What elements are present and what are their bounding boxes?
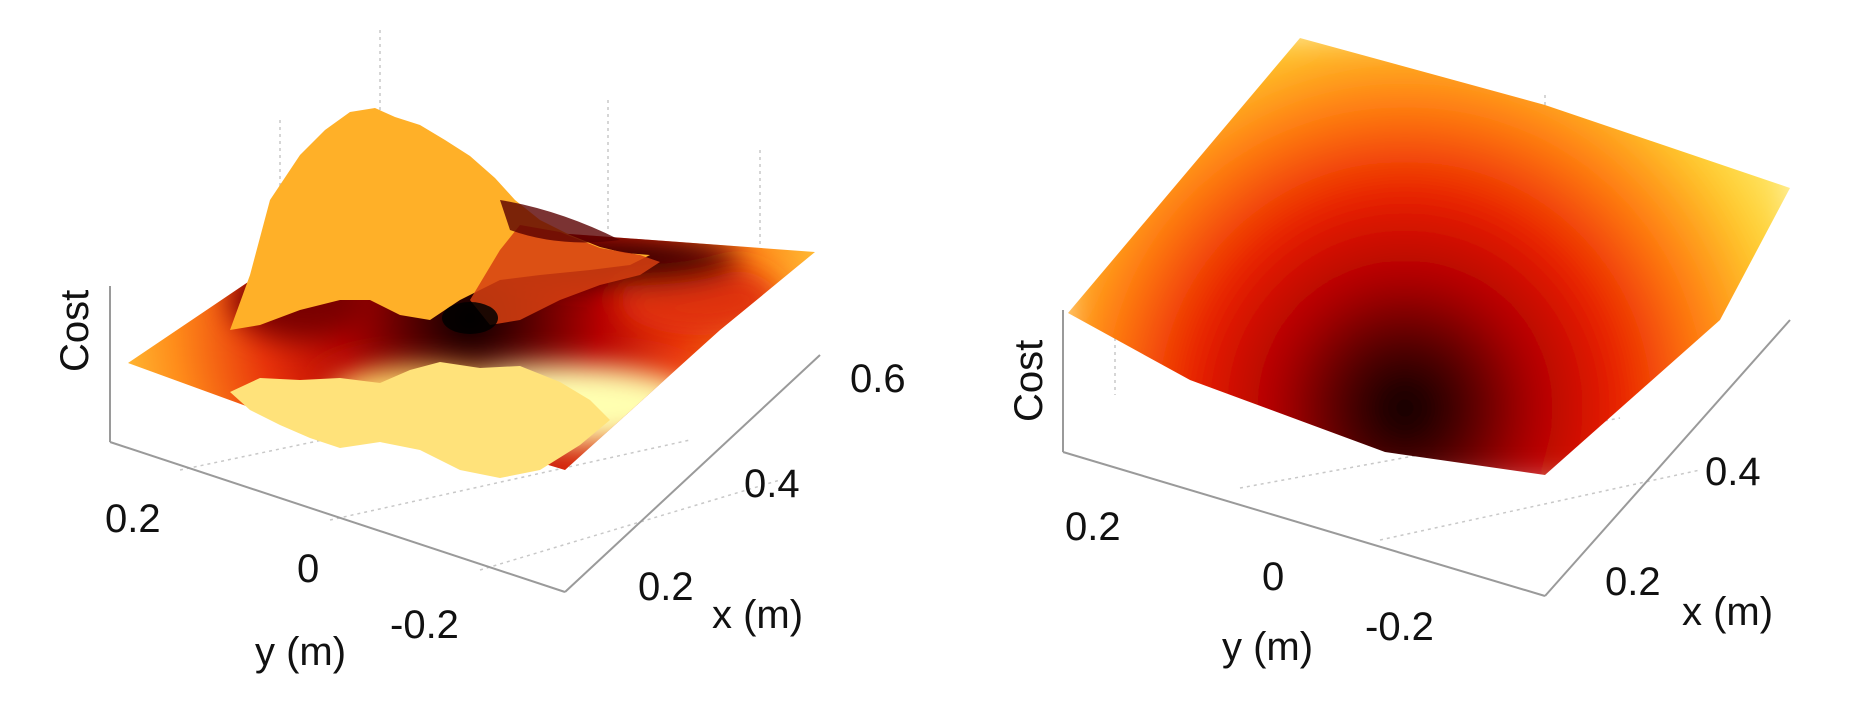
right-ylabel: y (m) <box>1222 625 1313 669</box>
right-ytick-1: 0 <box>1262 555 1284 599</box>
left-ytick-0: 0.2 <box>105 497 161 541</box>
right-surface-plot: Cost 0.2 0 -0.2 y (m) 0.2 0.4 x (m) <box>1007 38 1791 669</box>
left-xlabel: x (m) <box>712 593 803 637</box>
left-ridge-shade <box>470 225 660 325</box>
left-ridge-dark <box>500 200 620 243</box>
left-axes <box>109 286 821 593</box>
left-ytick-1: 0 <box>297 547 319 591</box>
left-xtick-0: 0.2 <box>638 565 694 609</box>
left-surface-plot: Cost 0.2 0 -0.2 y (m) 0.2 0.4 0.6 x (m) <box>53 30 906 674</box>
left-ytick-2: -0.2 <box>390 603 459 647</box>
right-xlabel: x (m) <box>1682 590 1773 634</box>
right-zlabel: Cost <box>1007 340 1051 422</box>
right-ytick-0: 0.2 <box>1065 505 1121 549</box>
right-xtick-0: 0.2 <box>1605 560 1661 604</box>
right-xtick-1: 0.4 <box>1705 450 1761 494</box>
right-axes <box>1062 310 1791 597</box>
left-xtick-1: 0.4 <box>744 462 800 506</box>
left-ylabel: y (m) <box>255 630 346 674</box>
left-xtick-2: 0.6 <box>850 357 906 401</box>
left-minimum <box>442 302 498 334</box>
right-surface <box>1068 38 1790 475</box>
left-zlabel: Cost <box>53 290 97 372</box>
right-ytick-2: -0.2 <box>1365 605 1434 649</box>
left-front-ridge <box>230 362 610 478</box>
